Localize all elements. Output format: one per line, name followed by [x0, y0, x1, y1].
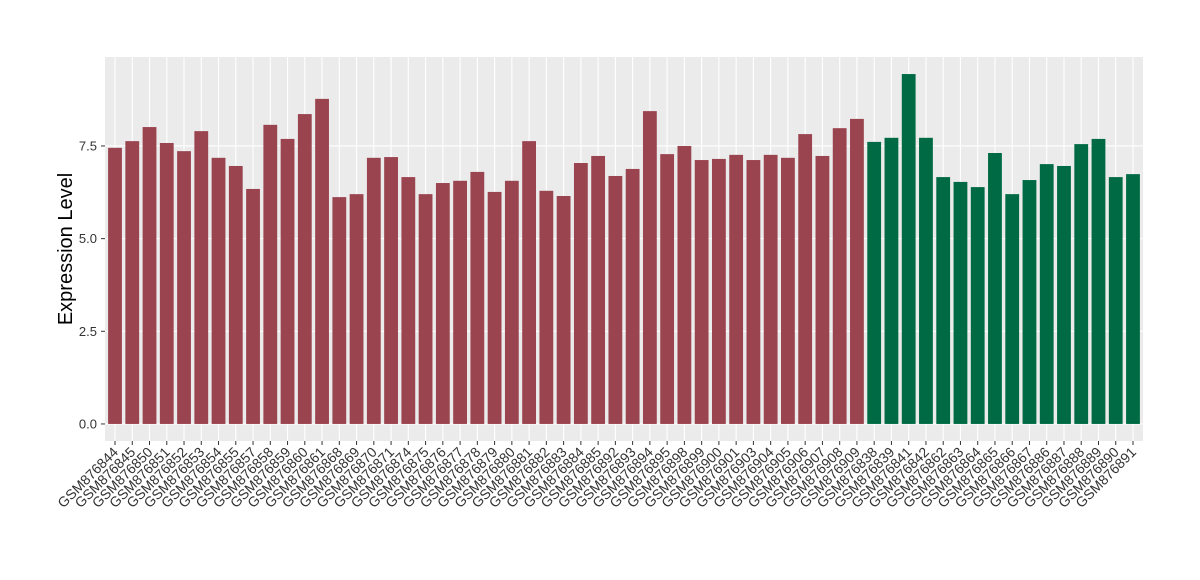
- bar: [850, 118, 864, 424]
- bar: [453, 180, 467, 424]
- bar: [1108, 177, 1123, 424]
- bar: [263, 124, 278, 424]
- bar: [660, 154, 675, 424]
- bar: [763, 154, 778, 424]
- bar: [177, 151, 191, 424]
- bar: [194, 131, 209, 424]
- bar: [884, 137, 899, 424]
- bar: [487, 191, 502, 424]
- bar: [315, 98, 329, 424]
- bar: [297, 114, 312, 424]
- bar: [953, 181, 968, 424]
- bar: [556, 195, 571, 424]
- bar: [228, 165, 243, 424]
- bar: [970, 187, 985, 424]
- bar: [1039, 164, 1054, 424]
- y-tick-label: 0.0: [79, 416, 97, 431]
- bar: [1005, 194, 1020, 424]
- bar: [815, 155, 830, 424]
- bar: [384, 157, 398, 424]
- bar: [108, 147, 122, 424]
- bar: [142, 127, 157, 424]
- bar: [694, 160, 709, 424]
- bar: [936, 177, 951, 424]
- bar: [1126, 174, 1140, 424]
- bar: [573, 163, 588, 424]
- bar: [781, 157, 795, 424]
- bar: [125, 141, 140, 424]
- bar: [435, 183, 450, 424]
- bar: [1057, 165, 1071, 424]
- bar: [608, 175, 623, 424]
- bar: [1022, 180, 1037, 424]
- bar: [504, 180, 519, 424]
- panel: [105, 57, 1143, 441]
- bar: [159, 142, 174, 424]
- bar: [349, 194, 364, 424]
- y-tick-label: 5.0: [79, 231, 97, 246]
- bar: [470, 171, 485, 424]
- bar: [919, 137, 933, 424]
- bar: [677, 145, 692, 424]
- bar: [246, 188, 260, 424]
- bar: [798, 134, 813, 424]
- bar: [332, 197, 347, 424]
- bar: [988, 153, 1002, 424]
- bar: [642, 111, 657, 424]
- bar: [711, 158, 726, 424]
- bar: [729, 154, 744, 424]
- bar: [625, 168, 640, 424]
- bar: [539, 190, 554, 424]
- bar: [366, 157, 381, 424]
- bar: [1074, 144, 1089, 424]
- bar: [211, 157, 226, 424]
- y-tick-label: 7.5: [79, 138, 97, 153]
- bar: [522, 141, 537, 424]
- bar: [401, 177, 416, 424]
- y-axis-label: Expression Level: [55, 173, 77, 325]
- bar: [901, 74, 916, 424]
- bar: [832, 128, 847, 424]
- bar: [591, 155, 606, 424]
- y-tick-label: 2.5: [79, 324, 97, 339]
- bar: [280, 138, 295, 424]
- bar: [746, 160, 761, 424]
- bar: [867, 141, 882, 424]
- bar: [418, 194, 433, 424]
- bar: [1091, 138, 1106, 424]
